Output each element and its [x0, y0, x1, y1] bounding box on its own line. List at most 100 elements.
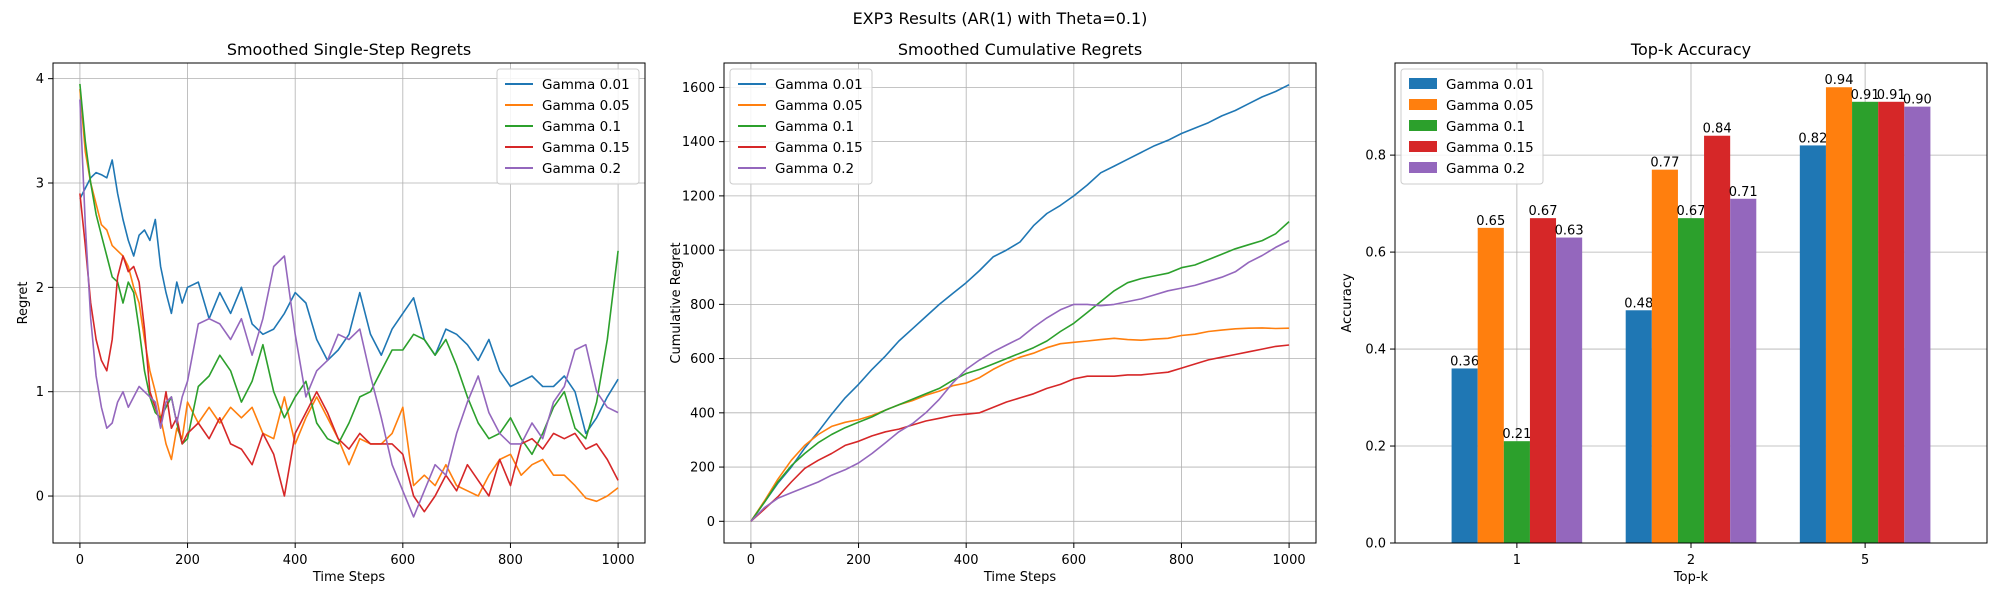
series-line-gamma-0-01: [750, 83, 1290, 522]
bar-value-label: 0.67: [1529, 204, 1558, 219]
x-axis-label: Time Steps: [312, 570, 386, 585]
x-tick-label: 1000: [602, 553, 635, 568]
legend-swatch-gamma-0-15: [1409, 141, 1437, 152]
y-tick-label: 1400: [682, 135, 715, 150]
figure-suptitle: EXP3 Results (AR(1) with Theta=0.1): [853, 9, 1148, 28]
bar-value-label: 0.21: [1502, 427, 1531, 442]
series-line-gamma-0-1: [79, 83, 619, 456]
legend-label-gamma-0-05: Gamma 0.05: [775, 98, 863, 114]
series-line-gamma-0-2: [750, 239, 1290, 522]
x-tick-label: 800: [1169, 553, 1194, 568]
bar-value-label: 0.91: [1851, 88, 1880, 103]
y-tick-label: 1: [36, 385, 44, 400]
panel-single-step-regrets: 0 200 400 600 800 1000 0 1 2 3 4 Smoothed Single-St…: [16, 40, 646, 585]
legend-box: [729, 68, 873, 185]
bar-value-label: 0.77: [1650, 156, 1679, 171]
x-tick-label: 600: [390, 553, 415, 568]
y-tick-label: 1600: [682, 81, 715, 96]
legend-label-gamma-0-15: Gamma 0.15: [775, 140, 863, 156]
y-axis-label: Regret: [16, 282, 31, 325]
axes-frame: [52, 62, 646, 544]
series-line-gamma-0-1: [750, 221, 1290, 522]
legend-label-gamma-0-01: Gamma 0.01: [775, 77, 863, 93]
bar-value-label: 0.71: [1729, 185, 1758, 200]
y-tick-label: 0: [707, 515, 715, 530]
bar-value-label: 0.82: [1798, 131, 1827, 146]
chart-title: Smoothed Cumulative Regrets: [898, 40, 1142, 59]
legend-label-gamma-0-15: Gamma 0.15: [542, 140, 630, 156]
legend-swatch-gamma-0-1: [1409, 120, 1437, 131]
y-tick-label: 800: [690, 298, 715, 313]
y-tick-label: 0.2: [1365, 440, 1386, 455]
bar-value-label: 0.65: [1476, 214, 1505, 229]
legend-label-gamma-0-1: Gamma 0.1: [775, 119, 854, 135]
y-tick-label: 4: [36, 72, 44, 87]
y-tick-label: 1200: [682, 189, 715, 204]
bar-gamma-0-05-top5: [1825, 87, 1853, 543]
x-tick-label: 0: [747, 553, 755, 568]
bar-value-label: 0.67: [1677, 204, 1706, 219]
x-tick-label: 1: [1513, 553, 1521, 568]
y-tick-label: 2: [36, 281, 44, 296]
x-tick-label: 400: [283, 553, 308, 568]
bar-value-label: 0.48: [1624, 296, 1653, 311]
bar-gamma-0-01-top5: [1799, 145, 1826, 543]
y-tick-label: 200: [690, 461, 715, 476]
legend-label-gamma-0-05: Gamma 0.05: [542, 98, 630, 114]
chart-title: Top-k Accuracy: [1630, 40, 1751, 59]
bar-gamma-0-1-top5: [1852, 101, 1879, 544]
panel-topk-accuracy: 0.360.480.820.650.770.940.210.670.910.67…: [1340, 40, 1988, 585]
x-tick-label: 5: [1861, 553, 1869, 568]
y-axis-label: Cumulative Regret: [669, 242, 684, 363]
legend-label-gamma-0-1: Gamma 0.1: [542, 119, 621, 135]
y-tick-label: 0.0: [1365, 537, 1386, 552]
bar-gamma-0-1-top2: [1677, 218, 1705, 543]
legend-label-gamma-0-2: Gamma 0.2: [542, 161, 621, 177]
y-tick-label: 0: [36, 490, 44, 505]
legend-label-gamma-0-2: Gamma 0.2: [775, 161, 854, 177]
bar-value-label: 0.84: [1703, 122, 1732, 137]
bar-gamma-0-05-top2: [1651, 169, 1678, 543]
legend-label-gamma-0-2: Gamma 0.2: [1446, 161, 1525, 177]
x-tick-label: 800: [498, 553, 523, 568]
legend-label-gamma-0-15: Gamma 0.15: [1446, 140, 1534, 156]
y-tick-label: 3: [36, 177, 44, 192]
bar-value-label: 0.94: [1825, 73, 1854, 88]
x-axis-label: Top-k: [1673, 570, 1709, 585]
bar-gamma-0-2-top5: [1904, 106, 1931, 544]
legend-label-gamma-0-1: Gamma 0.1: [1446, 119, 1525, 135]
legend-swatch-gamma-0-05: [1409, 99, 1437, 110]
series-line-gamma-0-15: [750, 344, 1290, 522]
bar-value-label: 0.91: [1877, 88, 1906, 103]
legend-label-gamma-0-01: Gamma 0.01: [542, 77, 630, 93]
bar-value-label: 0.36: [1450, 354, 1479, 369]
x-axis-label: Time Steps: [983, 570, 1057, 585]
x-tick-label: 600: [1061, 553, 1086, 568]
bar-gamma-0-01-top2: [1625, 310, 1652, 543]
bar-gamma-0-15-top5: [1878, 101, 1905, 544]
bar-gamma-0-2-top2: [1730, 198, 1757, 543]
x-tick-label: 2: [1687, 553, 1695, 568]
series-line-gamma-0-01: [79, 159, 619, 435]
axes-frame: [723, 62, 1317, 544]
x-tick-label: 200: [846, 553, 871, 568]
bar-gamma-0-2-top1: [1556, 237, 1583, 543]
y-axis-label: Accuracy: [1340, 273, 1355, 333]
bar-value-label: 0.90: [1903, 93, 1932, 108]
y-tick-label: 1000: [682, 244, 715, 259]
x-tick-label: 200: [175, 553, 200, 568]
x-tick-label: 1000: [1273, 553, 1306, 568]
series-line-gamma-0-2: [79, 99, 619, 518]
series-line-gamma-0-15: [79, 193, 619, 513]
bar-gamma-0-01-top1: [1451, 368, 1478, 543]
bar-gamma-0-05-top1: [1477, 227, 1504, 543]
panel-cumulative-regrets: 0 200 400 600 800 1000 0 200 400 600 800 1000 1200 14…: [669, 40, 1317, 585]
bar-gamma-0-15-top1: [1529, 218, 1557, 543]
legend-swatch-gamma-0-01: [1409, 78, 1437, 89]
x-tick-label: 0: [76, 553, 84, 568]
y-tick-label: 400: [690, 406, 715, 421]
y-tick-label: 600: [690, 352, 715, 367]
x-tick-label: 400: [954, 553, 979, 568]
bar-gamma-0-15-top2: [1704, 135, 1731, 543]
